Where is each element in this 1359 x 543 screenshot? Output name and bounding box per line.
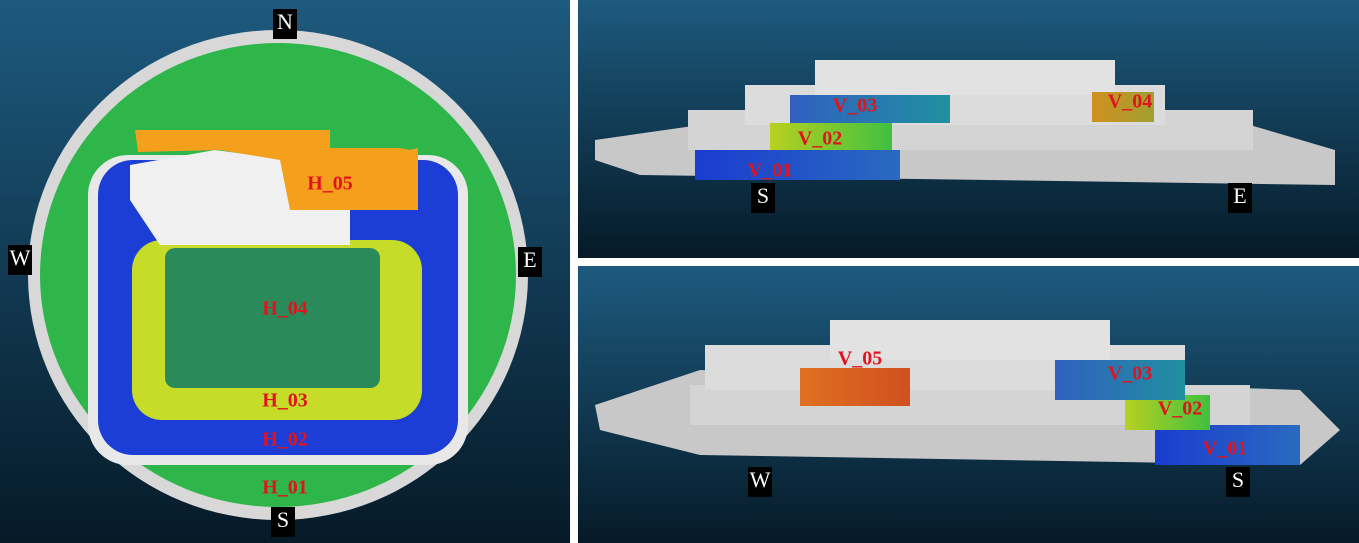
direction-box (1226, 467, 1250, 497)
face (1155, 425, 1300, 465)
direction-box (271, 507, 295, 537)
layer-label: V_05 (838, 348, 882, 370)
step (830, 320, 1110, 360)
direction-label: E (1233, 183, 1246, 208)
direction-label: W (750, 467, 771, 492)
direction-label: E (523, 247, 536, 272)
layer-label: V_01 (748, 160, 792, 182)
layer-label: V_03 (833, 95, 877, 117)
direction-box (751, 183, 775, 213)
layer-label: H_04 (262, 298, 308, 320)
step (815, 60, 1115, 95)
layer-label: V_02 (798, 128, 842, 150)
face (770, 123, 892, 150)
direction-label: S (277, 507, 289, 532)
direction-label: S (1232, 467, 1244, 492)
direction-box (8, 245, 32, 275)
direction-box (748, 467, 772, 497)
layer-label: H_03 (262, 390, 308, 412)
layer-label: V_01 (1203, 438, 1247, 460)
face (1125, 395, 1210, 430)
direction-label: S (757, 183, 769, 208)
layer-label: H_01 (262, 477, 308, 499)
layer-label: H_05 (307, 173, 353, 195)
direction-label: W (10, 245, 31, 270)
direction-label: N (277, 9, 293, 34)
layer-label: V_02 (1158, 398, 1202, 420)
layer-label: V_03 (1108, 363, 1152, 385)
direction-box (518, 247, 542, 277)
layer-label: H_02 (262, 429, 308, 451)
face (790, 95, 950, 123)
layer-4 (165, 248, 380, 388)
face (695, 150, 900, 180)
face (1055, 360, 1185, 400)
direction-box (273, 9, 297, 39)
layer-label: V_04 (1108, 91, 1152, 113)
direction-box (1228, 183, 1252, 213)
face (800, 368, 910, 406)
face (1092, 92, 1154, 122)
layer-5 (135, 130, 418, 210)
